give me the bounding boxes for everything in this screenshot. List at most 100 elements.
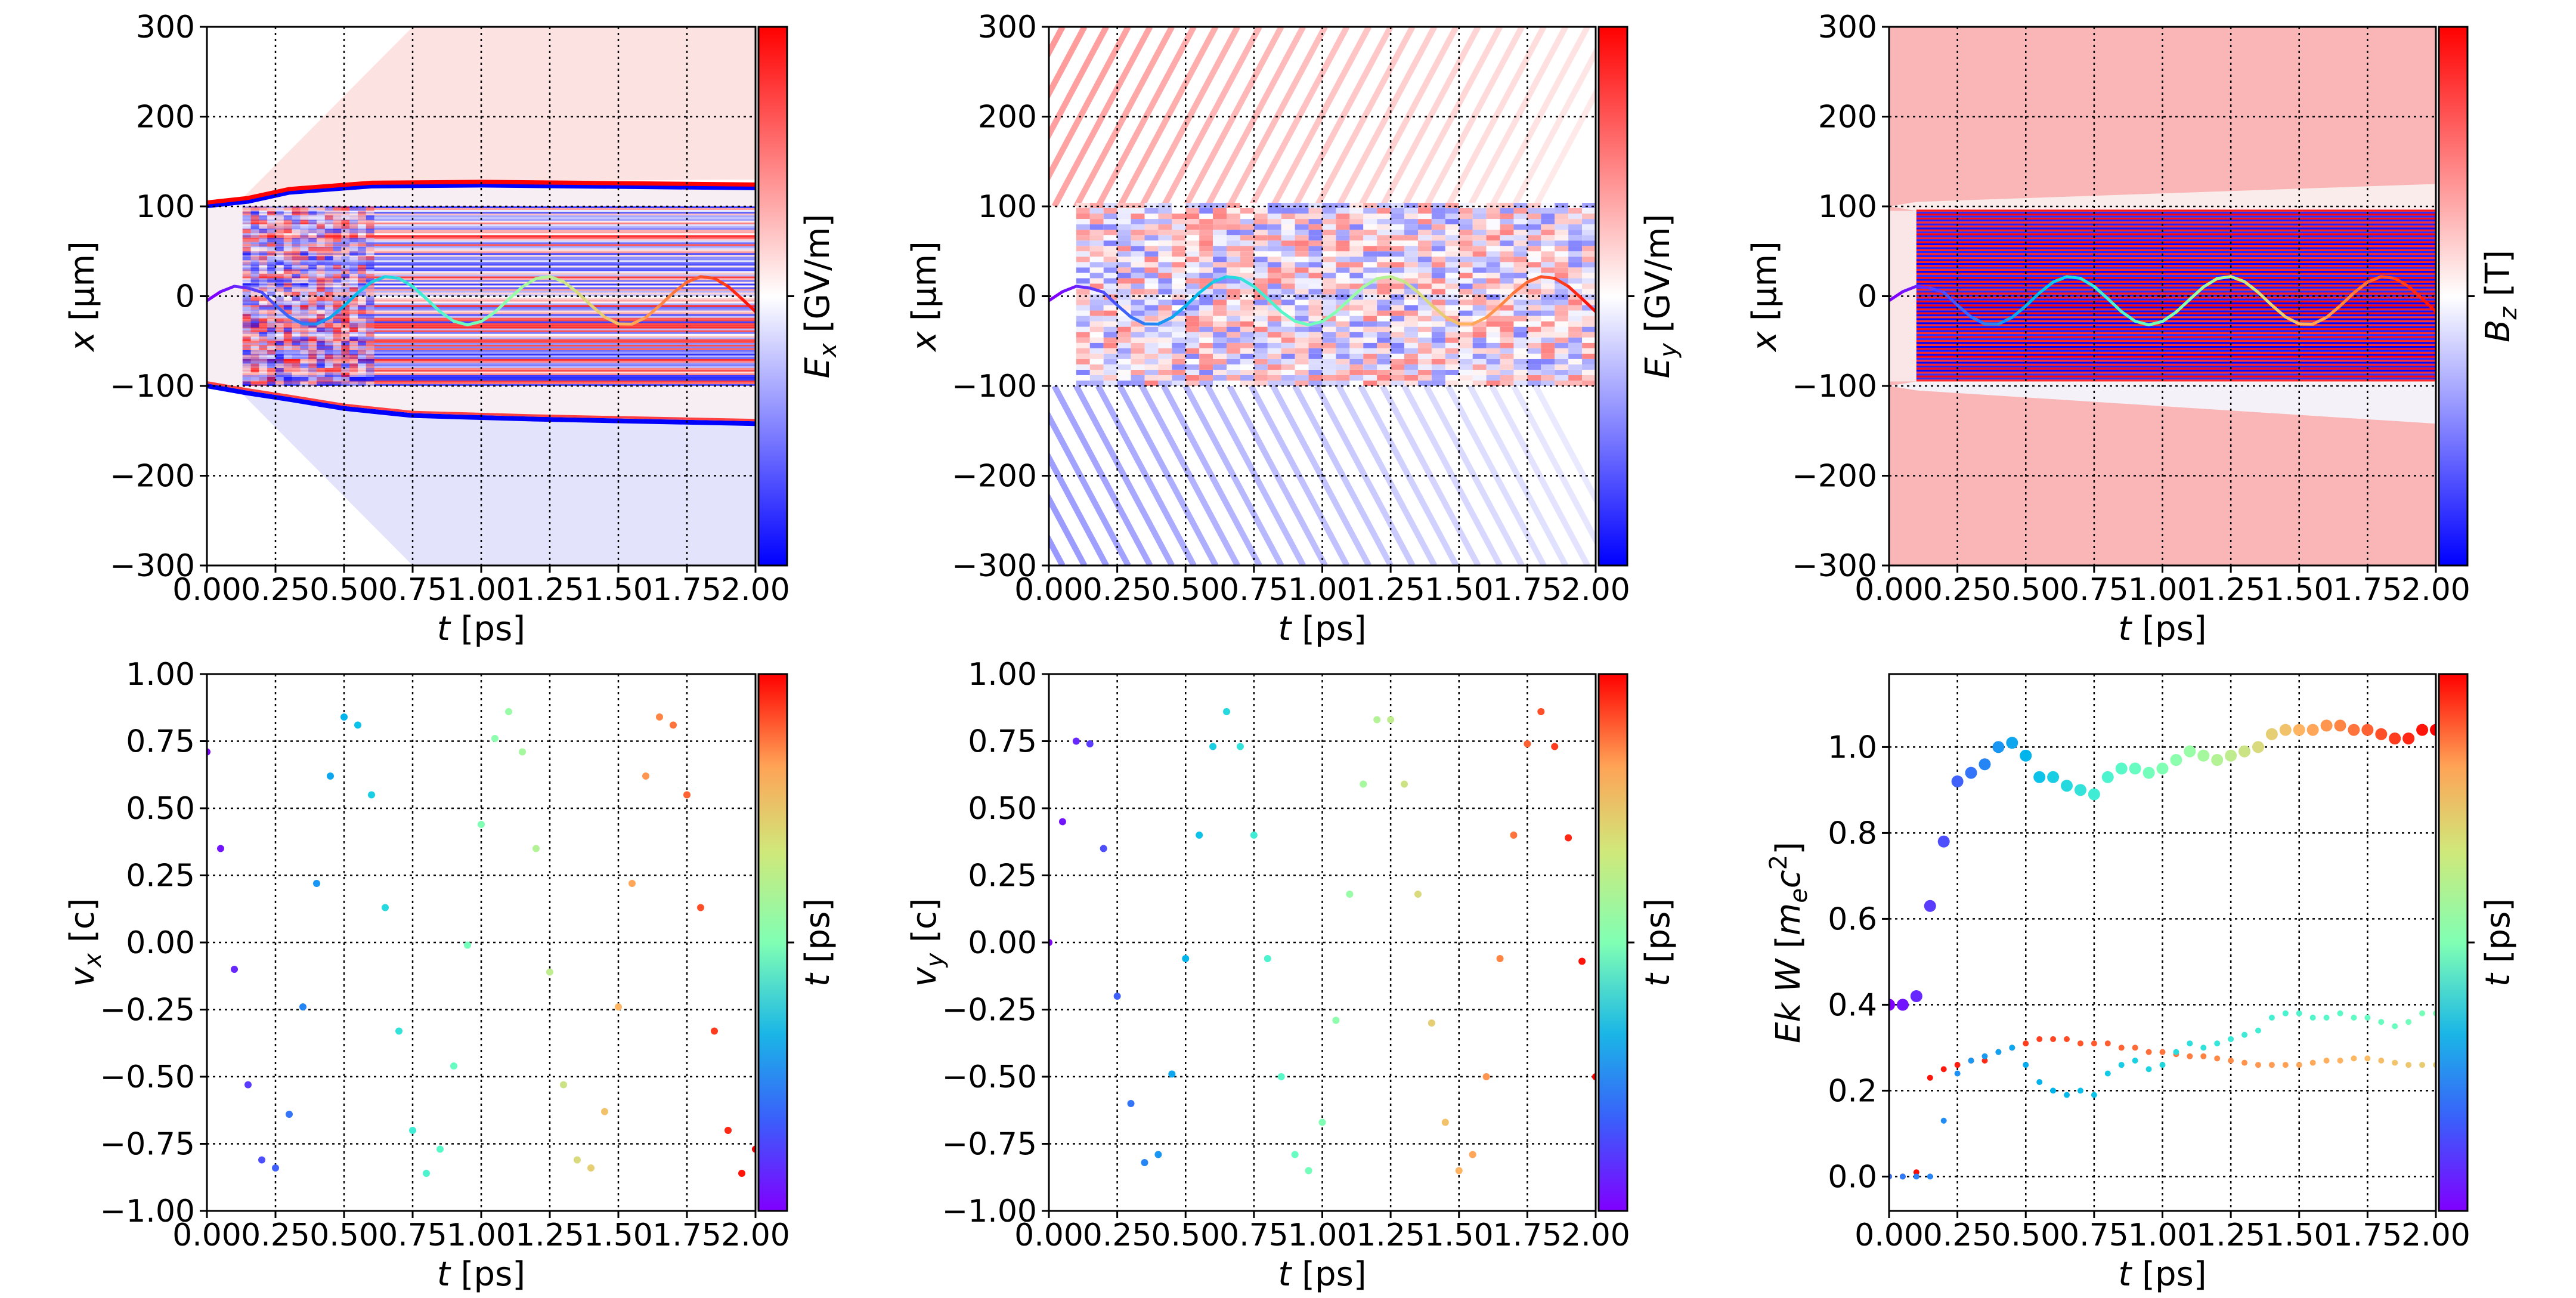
heatmap-cell bbox=[1227, 214, 1240, 220]
y-axis-unit-c: c bbox=[1769, 870, 1808, 888]
heatmap-cell bbox=[1527, 208, 1541, 214]
heatmap-cell bbox=[1377, 230, 1391, 236]
heatmap-cell bbox=[1281, 353, 1295, 359]
heatmap-cell bbox=[1541, 230, 1555, 236]
heatmap-cell bbox=[267, 319, 275, 323]
heatmap-cell bbox=[1568, 342, 1583, 348]
heatmap-stripe bbox=[1916, 214, 2436, 216]
chart-panel-3: 0.000.250.500.751.001.251.501.752.003002… bbox=[1745, 10, 2522, 648]
heatmap-cell bbox=[333, 336, 342, 341]
heatmap-stripe bbox=[1916, 363, 2436, 366]
heatmap-cell bbox=[317, 336, 325, 341]
wave-line bbox=[1336, 384, 1437, 565]
heatmap-cell bbox=[1158, 380, 1172, 386]
heatmap-cell bbox=[283, 296, 292, 301]
scatter-point-series-1 bbox=[2211, 754, 2224, 766]
heatmap-cell bbox=[1117, 380, 1131, 386]
heatmap-cell bbox=[333, 287, 342, 292]
heatmap-cell bbox=[1431, 342, 1445, 348]
heatmap-stripe bbox=[1916, 365, 2436, 368]
heatmap-cell bbox=[250, 282, 259, 288]
heatmap-cell bbox=[242, 264, 251, 270]
heatmap-cell bbox=[1431, 332, 1445, 338]
heatmap-cell bbox=[1527, 353, 1541, 359]
heatmap-cell bbox=[349, 376, 358, 382]
heatmap-stripe bbox=[1916, 288, 2436, 291]
heatmap-cell bbox=[1568, 369, 1583, 375]
heatmap-cell bbox=[1308, 332, 1323, 338]
heatmap-stripe bbox=[1916, 223, 2436, 225]
heatmap-cell bbox=[250, 327, 259, 332]
wave-line bbox=[1314, 384, 1416, 565]
heatmap-cell bbox=[292, 350, 301, 355]
heatmap-cell bbox=[341, 206, 350, 211]
heatmap-cell bbox=[366, 211, 374, 216]
heatmap-cell bbox=[1295, 310, 1309, 316]
heatmap-cell bbox=[267, 323, 275, 328]
heatmap-cell bbox=[308, 282, 317, 288]
heatmap-cell bbox=[1076, 273, 1090, 279]
heatmap-cell bbox=[1486, 326, 1500, 332]
heatmap-cell bbox=[366, 242, 374, 247]
heatmap-cell bbox=[1308, 214, 1323, 220]
heatmap-cell bbox=[1172, 230, 1186, 236]
scatter-point-series-2 bbox=[2145, 1049, 2152, 1055]
x-axis-var: t bbox=[2118, 610, 2132, 648]
heatmap-cell bbox=[308, 327, 317, 332]
heatmap-cell bbox=[250, 296, 259, 301]
heatmap-cell bbox=[1185, 267, 1200, 273]
heatmap-cell bbox=[250, 372, 259, 377]
heatmap-cell bbox=[1486, 364, 1500, 370]
heatmap-cell bbox=[1527, 310, 1541, 316]
scatter-point-series-1 bbox=[1387, 716, 1395, 724]
heatmap-cell bbox=[1582, 375, 1596, 381]
scatter-point-series-1 bbox=[450, 1062, 457, 1070]
heatmap-cell bbox=[1486, 283, 1500, 289]
heatmap-cell bbox=[308, 354, 317, 359]
heatmap-cell bbox=[324, 228, 333, 234]
heatmap-stripe bbox=[242, 317, 756, 320]
heatmap-cell bbox=[267, 220, 275, 225]
heatmap-cell bbox=[1417, 380, 1432, 386]
heatmap-cell bbox=[1445, 235, 1459, 241]
heatmap-cell bbox=[275, 336, 284, 341]
heatmap-cell bbox=[1472, 224, 1487, 230]
heatmap-cell bbox=[1349, 294, 1364, 300]
scatter-point-series-3 bbox=[1995, 1049, 2002, 1055]
heatmap-cell bbox=[1131, 364, 1145, 370]
heatmap-cell bbox=[366, 260, 374, 265]
heatmap-cell bbox=[1295, 283, 1309, 289]
x-axis-var: t bbox=[437, 1255, 451, 1294]
heatmap-cell bbox=[1391, 316, 1405, 322]
heatmap-cell bbox=[300, 273, 309, 279]
heatmap-cell bbox=[1472, 273, 1487, 279]
scatter-point-series-3 bbox=[1913, 1173, 1919, 1180]
heatmap-cell bbox=[1144, 214, 1159, 220]
chart-panel-4: 0.00 0.25 0.50 0.75 1.00 1.25 1.50 1.75 2.001.00… bbox=[63, 657, 837, 1294]
heatmap-cell bbox=[1363, 256, 1377, 262]
heatmap-cell bbox=[1199, 278, 1213, 284]
heatmap-cell bbox=[366, 228, 374, 234]
heatmap-cell bbox=[1253, 246, 1268, 252]
heatmap-cell bbox=[333, 332, 342, 337]
x-tick-label: 0.00 bbox=[1854, 1217, 1924, 1253]
heatmap-cell bbox=[1144, 283, 1159, 289]
heatmap-cell bbox=[1527, 283, 1541, 289]
heatmap-cell bbox=[308, 242, 317, 247]
heatmap-cell bbox=[1144, 294, 1159, 300]
heatmap-cell bbox=[317, 327, 325, 332]
heatmap-cell bbox=[1391, 326, 1405, 332]
heatmap-cell bbox=[275, 296, 284, 301]
heatmap-cell bbox=[1103, 369, 1117, 375]
heatmap-cell bbox=[1131, 326, 1145, 332]
heatmap-cell bbox=[1582, 348, 1596, 354]
heatmap-cell bbox=[1500, 283, 1514, 289]
heatmap-cell bbox=[1363, 332, 1377, 338]
heatmap-cell bbox=[1199, 321, 1213, 327]
heatmap-cell bbox=[1295, 273, 1309, 279]
heatmap-cell bbox=[1076, 208, 1090, 214]
heatmap-cell bbox=[275, 332, 284, 337]
heatmap-cell bbox=[317, 269, 325, 274]
heatmap-cell bbox=[1240, 359, 1254, 364]
heatmap-cell bbox=[1117, 353, 1131, 359]
